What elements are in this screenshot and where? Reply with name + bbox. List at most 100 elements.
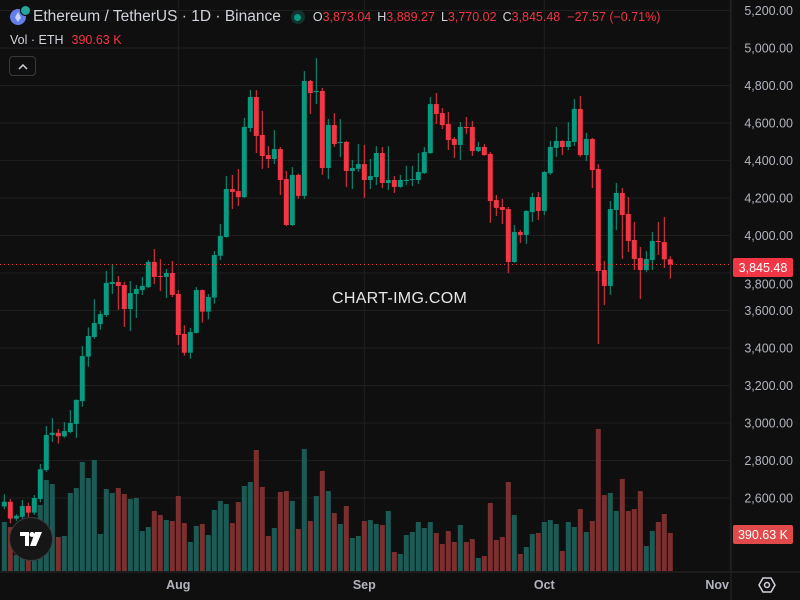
candle-body <box>427 104 433 153</box>
volume-bar <box>145 527 151 571</box>
candle-body <box>541 171 547 211</box>
time-tick-label: Aug <box>166 578 190 592</box>
candle-body <box>451 138 457 145</box>
volume-bar <box>601 495 607 571</box>
candle-body <box>181 333 187 353</box>
price-tick-label: 4,200.00 <box>744 192 793 206</box>
candle-body <box>379 153 385 183</box>
price-tick-label: 4,000.00 <box>744 229 793 243</box>
volume-bar <box>67 492 73 571</box>
candle-body <box>127 293 133 309</box>
ohlc-values: O 3,873.04 H 3,889.27 L 3,770.02 C 3,845.48 … <box>313 10 661 24</box>
volume-bar <box>343 506 349 571</box>
candle <box>1 494 7 510</box>
collapse-legend-button[interactable] <box>9 56 36 76</box>
candle <box>607 201 613 295</box>
watermark: CHART-IMG.COM <box>332 290 468 307</box>
close-label: C <box>502 10 512 24</box>
candle <box>427 96 433 154</box>
candle-body <box>241 126 247 198</box>
candle-body <box>625 213 631 241</box>
volume-bar <box>337 524 343 571</box>
candle-body <box>463 126 469 129</box>
volume-bar <box>79 461 85 571</box>
volume-bar <box>361 520 367 571</box>
volume-bar <box>349 538 355 571</box>
symbol-title[interactable]: Ethereum / TetherUS · 1D · Binance <box>33 8 281 25</box>
volume-bar <box>97 534 103 571</box>
candle-body <box>445 123 451 141</box>
candle <box>49 417 55 442</box>
candle-body <box>319 90 325 168</box>
price-axis[interactable]: 5,200.00 5,000.00 4,800.00 4,600.00 4,400.00… <box>744 4 793 506</box>
candle <box>445 111 451 150</box>
candle <box>571 99 577 147</box>
candle-body <box>469 126 475 151</box>
volume-bar <box>85 478 91 571</box>
volume-bar <box>373 524 379 571</box>
candle-body <box>511 231 517 262</box>
volume-bar <box>307 520 313 571</box>
open-label: O <box>312 10 323 24</box>
candle <box>67 410 73 434</box>
price-tick-label: 2,800.00 <box>744 454 793 468</box>
volume-bar <box>457 524 463 571</box>
tradingview-logo[interactable] <box>9 517 53 561</box>
market-open-dot-icon <box>290 10 305 24</box>
candle-body <box>559 141 565 147</box>
candle-body <box>7 501 13 519</box>
candle-body <box>565 141 571 147</box>
candle <box>253 90 259 153</box>
candle <box>307 79 313 114</box>
candle <box>151 249 157 285</box>
time-axis[interactable]: Aug Sep Oct Nov <box>166 578 729 592</box>
candle <box>55 429 61 444</box>
candle-body <box>643 258 649 270</box>
settings-gear-icon[interactable] <box>757 575 777 595</box>
volume-bar <box>163 520 169 571</box>
candle <box>13 513 19 522</box>
candle <box>37 464 43 503</box>
price-tick-label: 5,000.00 <box>744 42 793 56</box>
volume-bar <box>403 535 409 571</box>
candle-body <box>145 261 151 288</box>
volume-bar <box>493 539 499 571</box>
volume-bar <box>511 514 517 571</box>
volume-bar <box>523 546 529 571</box>
volume-bar <box>253 449 259 571</box>
candle <box>553 126 559 157</box>
volume-bar <box>481 556 487 571</box>
candle <box>517 230 523 243</box>
candle <box>115 276 121 310</box>
change-value: −27.57 (−0.71%) <box>567 10 661 24</box>
volume-bar <box>121 493 127 571</box>
candle <box>499 198 505 225</box>
candle <box>43 426 49 472</box>
chevron-up-icon <box>17 63 28 70</box>
volume-bar <box>487 503 493 571</box>
candle <box>361 144 367 198</box>
volume-bar <box>517 553 523 571</box>
candle <box>391 176 397 193</box>
volume-bar <box>445 531 451 571</box>
candle-body <box>361 164 367 180</box>
volume-bar <box>433 532 439 571</box>
candle-body <box>415 171 421 180</box>
volume-bar <box>205 535 211 571</box>
candle <box>277 147 283 195</box>
candle <box>103 270 109 318</box>
candle <box>529 192 535 222</box>
candle-body <box>301 81 307 196</box>
candle-body <box>331 125 337 144</box>
volume-bar <box>223 503 229 571</box>
candle-body <box>73 399 79 424</box>
candle <box>73 399 79 438</box>
candle-body <box>373 153 379 177</box>
candle-body <box>493 200 499 208</box>
candle <box>649 231 655 270</box>
candle-body <box>523 210 529 235</box>
candle <box>217 224 223 261</box>
candle <box>7 498 13 524</box>
volume-bar <box>211 510 217 571</box>
